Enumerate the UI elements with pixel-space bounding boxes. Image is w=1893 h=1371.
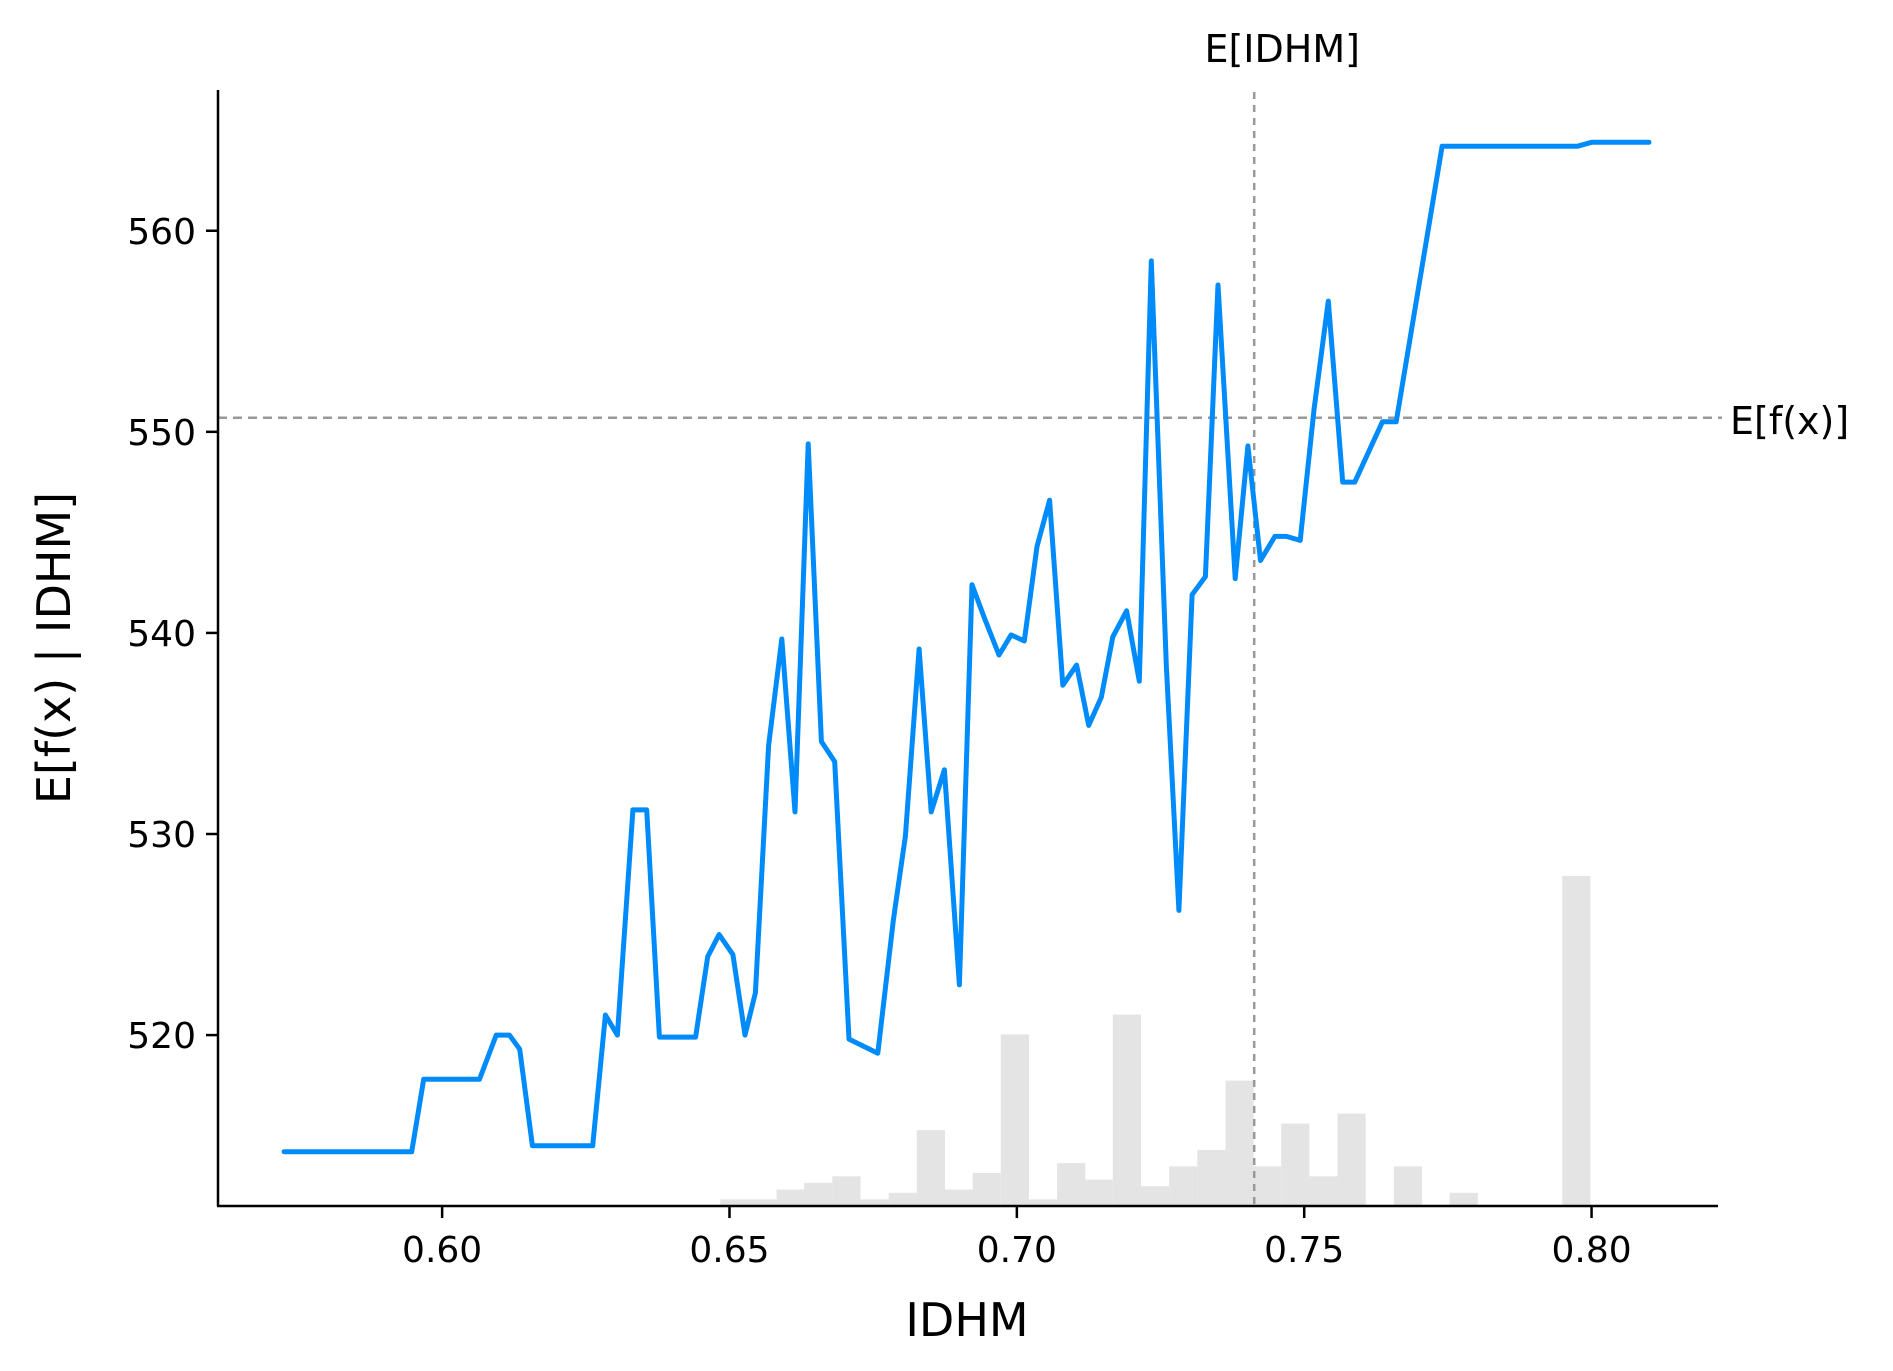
histogram-bar bbox=[1449, 1192, 1478, 1206]
y-tick-label: 550 bbox=[127, 413, 196, 454]
y-tick-label: 540 bbox=[127, 614, 196, 655]
x-axis-title: IDHM bbox=[905, 1293, 1028, 1347]
histogram-bar bbox=[1309, 1176, 1338, 1206]
histogram-bar bbox=[1337, 1113, 1366, 1206]
y-ticks: 520 530 540 550 560 bbox=[127, 212, 218, 1057]
expected-prediction-label: E[f(x)] bbox=[1730, 399, 1849, 443]
histogram-bar bbox=[1562, 876, 1591, 1206]
histogram-bar bbox=[1197, 1149, 1226, 1206]
y-axis-title: E[f(x) | IDHM] bbox=[27, 492, 82, 804]
y-tick-label: 530 bbox=[127, 815, 196, 856]
histogram-bar bbox=[1281, 1123, 1310, 1206]
y-tick-label: 560 bbox=[127, 212, 196, 253]
x-tick-label: 0.80 bbox=[1551, 1230, 1631, 1271]
histogram-bar bbox=[916, 1130, 946, 1206]
histogram-bar bbox=[1169, 1166, 1198, 1206]
y-tick-label: 520 bbox=[127, 1016, 196, 1057]
histogram-bar bbox=[1028, 1199, 1058, 1206]
histogram-bar bbox=[804, 1182, 833, 1206]
histogram-bar bbox=[1225, 1080, 1254, 1206]
histogram-bar bbox=[860, 1199, 889, 1206]
x-tick-label: 0.70 bbox=[977, 1230, 1057, 1271]
histogram bbox=[720, 876, 1591, 1206]
expected-feature-label: E[IDHM] bbox=[1204, 27, 1360, 71]
histogram-bar bbox=[832, 1176, 861, 1206]
x-ticks: 0.60 0.65 0.70 0.75 0.80 bbox=[402, 1206, 1632, 1271]
histogram-bar bbox=[945, 1189, 974, 1206]
histogram-bar bbox=[1084, 1179, 1113, 1206]
histogram-bar bbox=[748, 1199, 777, 1206]
x-tick-label: 0.60 bbox=[402, 1230, 482, 1271]
histogram-bar bbox=[1057, 1163, 1086, 1206]
axes bbox=[216, 90, 1718, 1208]
histogram-bar bbox=[888, 1192, 917, 1206]
histogram-bar bbox=[1000, 1034, 1029, 1206]
x-tick-label: 0.65 bbox=[689, 1230, 769, 1271]
reference-lines bbox=[218, 92, 1722, 1206]
histogram-bar bbox=[720, 1199, 749, 1206]
histogram-bar bbox=[1140, 1186, 1170, 1206]
histogram-bar bbox=[1253, 1166, 1282, 1206]
histogram-bar bbox=[1393, 1166, 1423, 1206]
x-tick-label: 0.75 bbox=[1264, 1230, 1344, 1271]
histogram-bar bbox=[1112, 1014, 1141, 1206]
series-line bbox=[281, 139, 1652, 1155]
histogram-bar bbox=[776, 1189, 805, 1206]
histogram-bar bbox=[972, 1173, 1001, 1206]
